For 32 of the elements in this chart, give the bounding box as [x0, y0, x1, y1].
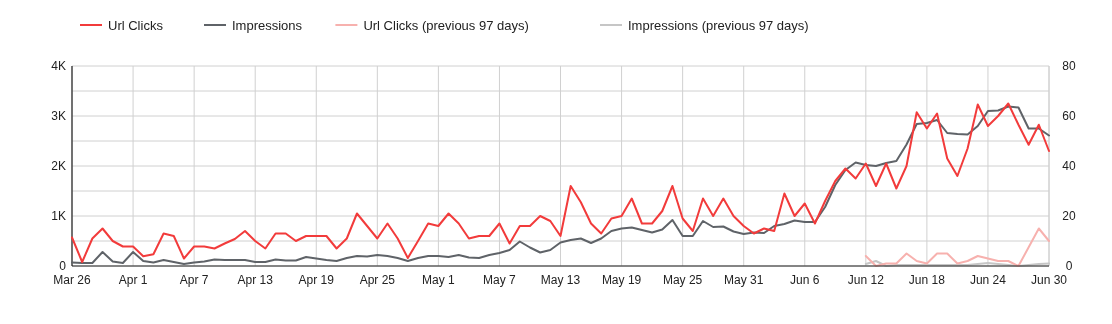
x-tick-label: Apr 7 [179, 273, 209, 287]
y2-tick-label: 40 [1062, 159, 1076, 174]
x-tick-label: Apr 25 [359, 273, 396, 287]
y-tick-label: 4K [51, 59, 66, 74]
x-tick-label: Jun 18 [908, 273, 946, 287]
y-tick-label: 2K [51, 159, 66, 174]
y2-tick-label: 60 [1062, 109, 1076, 124]
legend-label: Url Clicks (previous 97 days) [363, 17, 529, 33]
y-tick-label: 1K [51, 209, 66, 224]
legend-label: Impressions [232, 17, 303, 33]
x-tick-label: May 13 [540, 273, 581, 287]
x-tick-label: Mar 26 [53, 273, 91, 287]
y2-tick-label: 0 [1065, 259, 1073, 274]
x-tick-label: May 1 [422, 273, 456, 287]
x-tick-label: Apr 1 [118, 273, 148, 287]
x-tick-label: Jun 24 [969, 273, 1007, 287]
x-tick-label: Jun 12 [847, 273, 885, 287]
y2-tick-label: 20 [1062, 209, 1076, 224]
x-tick-label: Apr 19 [298, 273, 335, 287]
y-tick-label: 3K [51, 109, 66, 124]
y2-tick-label: 80 [1062, 59, 1076, 74]
line-series [864, 227, 1050, 267]
legend-label: Url Clicks [108, 17, 164, 33]
x-tick-label: Jun 6 [790, 273, 820, 287]
legend-label: Impressions (previous 97 days) [628, 17, 809, 33]
x-tick-label: Jun 30 [1030, 273, 1068, 287]
x-tick-label: May 19 [601, 273, 642, 287]
y-tick-label: 0 [59, 259, 67, 274]
x-tick-label: May 25 [662, 273, 703, 287]
x-tick-label: Apr 13 [237, 273, 274, 287]
x-tick-label: May 7 [483, 273, 517, 287]
x-tick-label: May 31 [724, 273, 764, 287]
